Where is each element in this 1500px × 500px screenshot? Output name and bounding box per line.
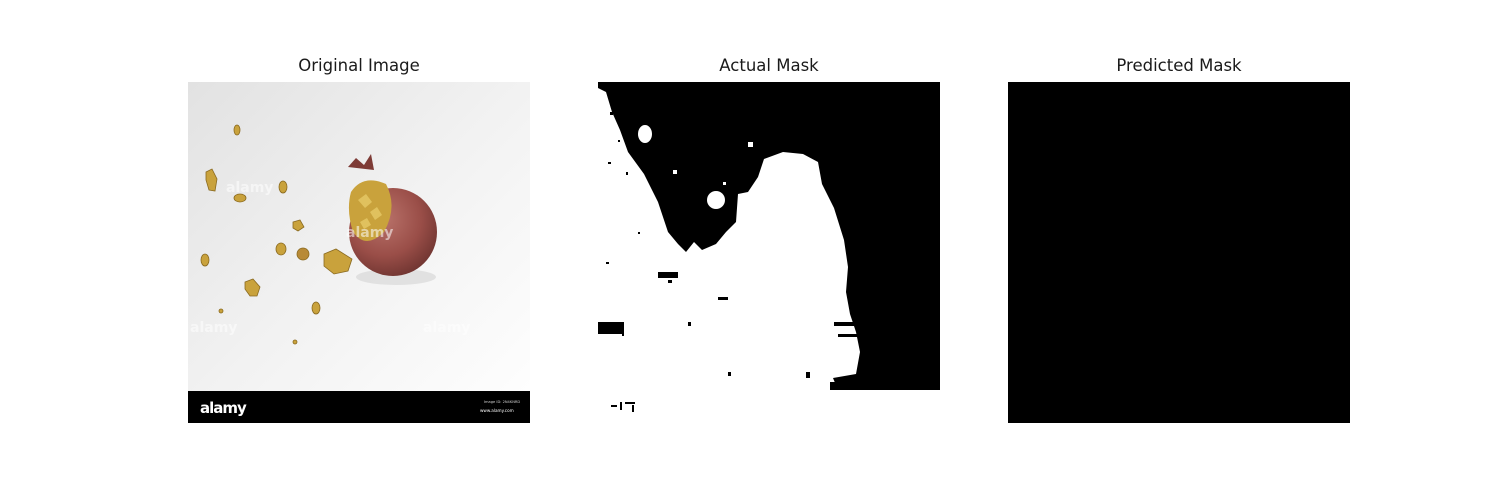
svg-text:alamy: alamy: [190, 320, 237, 336]
svg-text:alamy: alamy: [226, 180, 273, 196]
predicted-mask-title: Predicted Mask: [1008, 56, 1350, 75]
svg-text:alamy: alamy: [346, 225, 393, 241]
watermark-url: www.alamy.com: [480, 408, 514, 413]
actual-mask: [598, 82, 940, 423]
svg-text:alamy: alamy: [423, 320, 470, 336]
original-image-title: Original Image: [188, 56, 530, 75]
watermark-image-id: Image ID: 2N4KNRD: [484, 400, 520, 404]
actual-mask-panel: [598, 82, 940, 423]
predicted-mask: [1008, 82, 1350, 423]
actual-mask-title: Actual Mask: [598, 56, 940, 75]
original-image-panel: alamy alamy alamy alamy alamy Image ID: …: [188, 82, 530, 423]
predicted-mask-panel: [1008, 82, 1350, 423]
watermark-brand: alamy: [200, 399, 247, 417]
original-image: alamy alamy alamy alamy alamy Image ID: …: [188, 82, 530, 423]
